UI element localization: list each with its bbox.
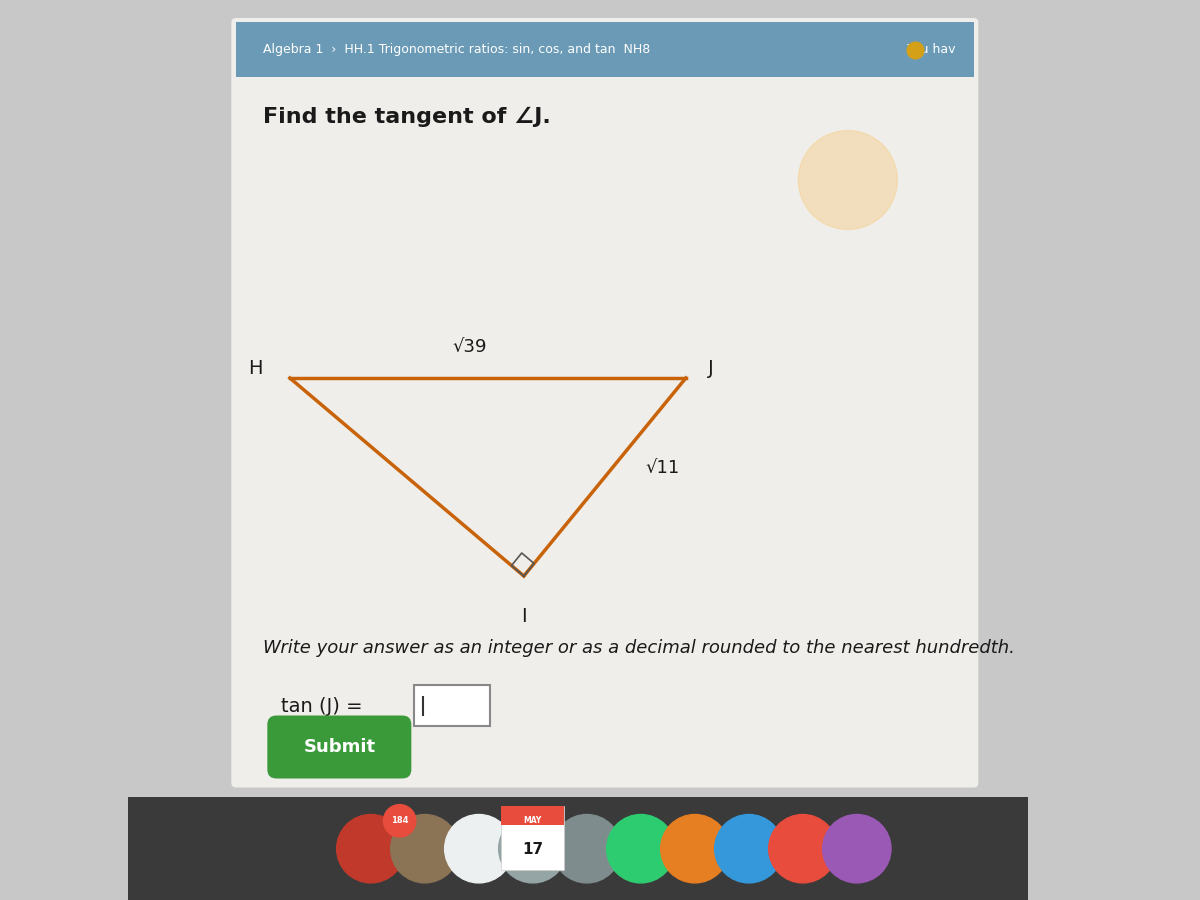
Text: You hav: You hav [907,43,956,56]
Circle shape [553,814,622,883]
FancyBboxPatch shape [268,716,412,778]
Text: Algebra 1  ›  HH.1 Trigonometric ratios: sin, cos, and tan  NH8: Algebra 1 › HH.1 Trigonometric ratios: s… [263,43,650,56]
Circle shape [798,130,898,230]
Text: I: I [521,608,527,626]
Text: MAY: MAY [523,816,542,825]
Text: tan (J) =: tan (J) = [281,697,362,716]
Circle shape [823,814,892,883]
Bar [502,806,564,825]
Circle shape [445,814,514,883]
Text: √11: √11 [646,459,679,477]
Text: 17: 17 [522,842,544,857]
Circle shape [391,814,460,883]
Text: J: J [708,359,714,379]
Bar [502,806,564,870]
Text: Submit: Submit [304,738,376,756]
Text: Write your answer as an integer or as a decimal rounded to the nearest hundredth: Write your answer as an integer or as a … [263,639,1015,657]
Text: √39: √39 [452,338,487,356]
Circle shape [715,814,784,883]
Text: 184: 184 [391,816,408,825]
Circle shape [769,814,838,883]
Circle shape [337,814,406,883]
Circle shape [661,814,730,883]
Text: H: H [248,359,263,379]
FancyBboxPatch shape [414,685,490,726]
Circle shape [607,814,676,883]
Bar [236,22,974,76]
Text: Find the tangent of ∠J.: Find the tangent of ∠J. [263,107,551,127]
Circle shape [499,814,568,883]
FancyBboxPatch shape [232,18,978,788]
Circle shape [384,805,416,837]
Bar [128,796,1028,900]
